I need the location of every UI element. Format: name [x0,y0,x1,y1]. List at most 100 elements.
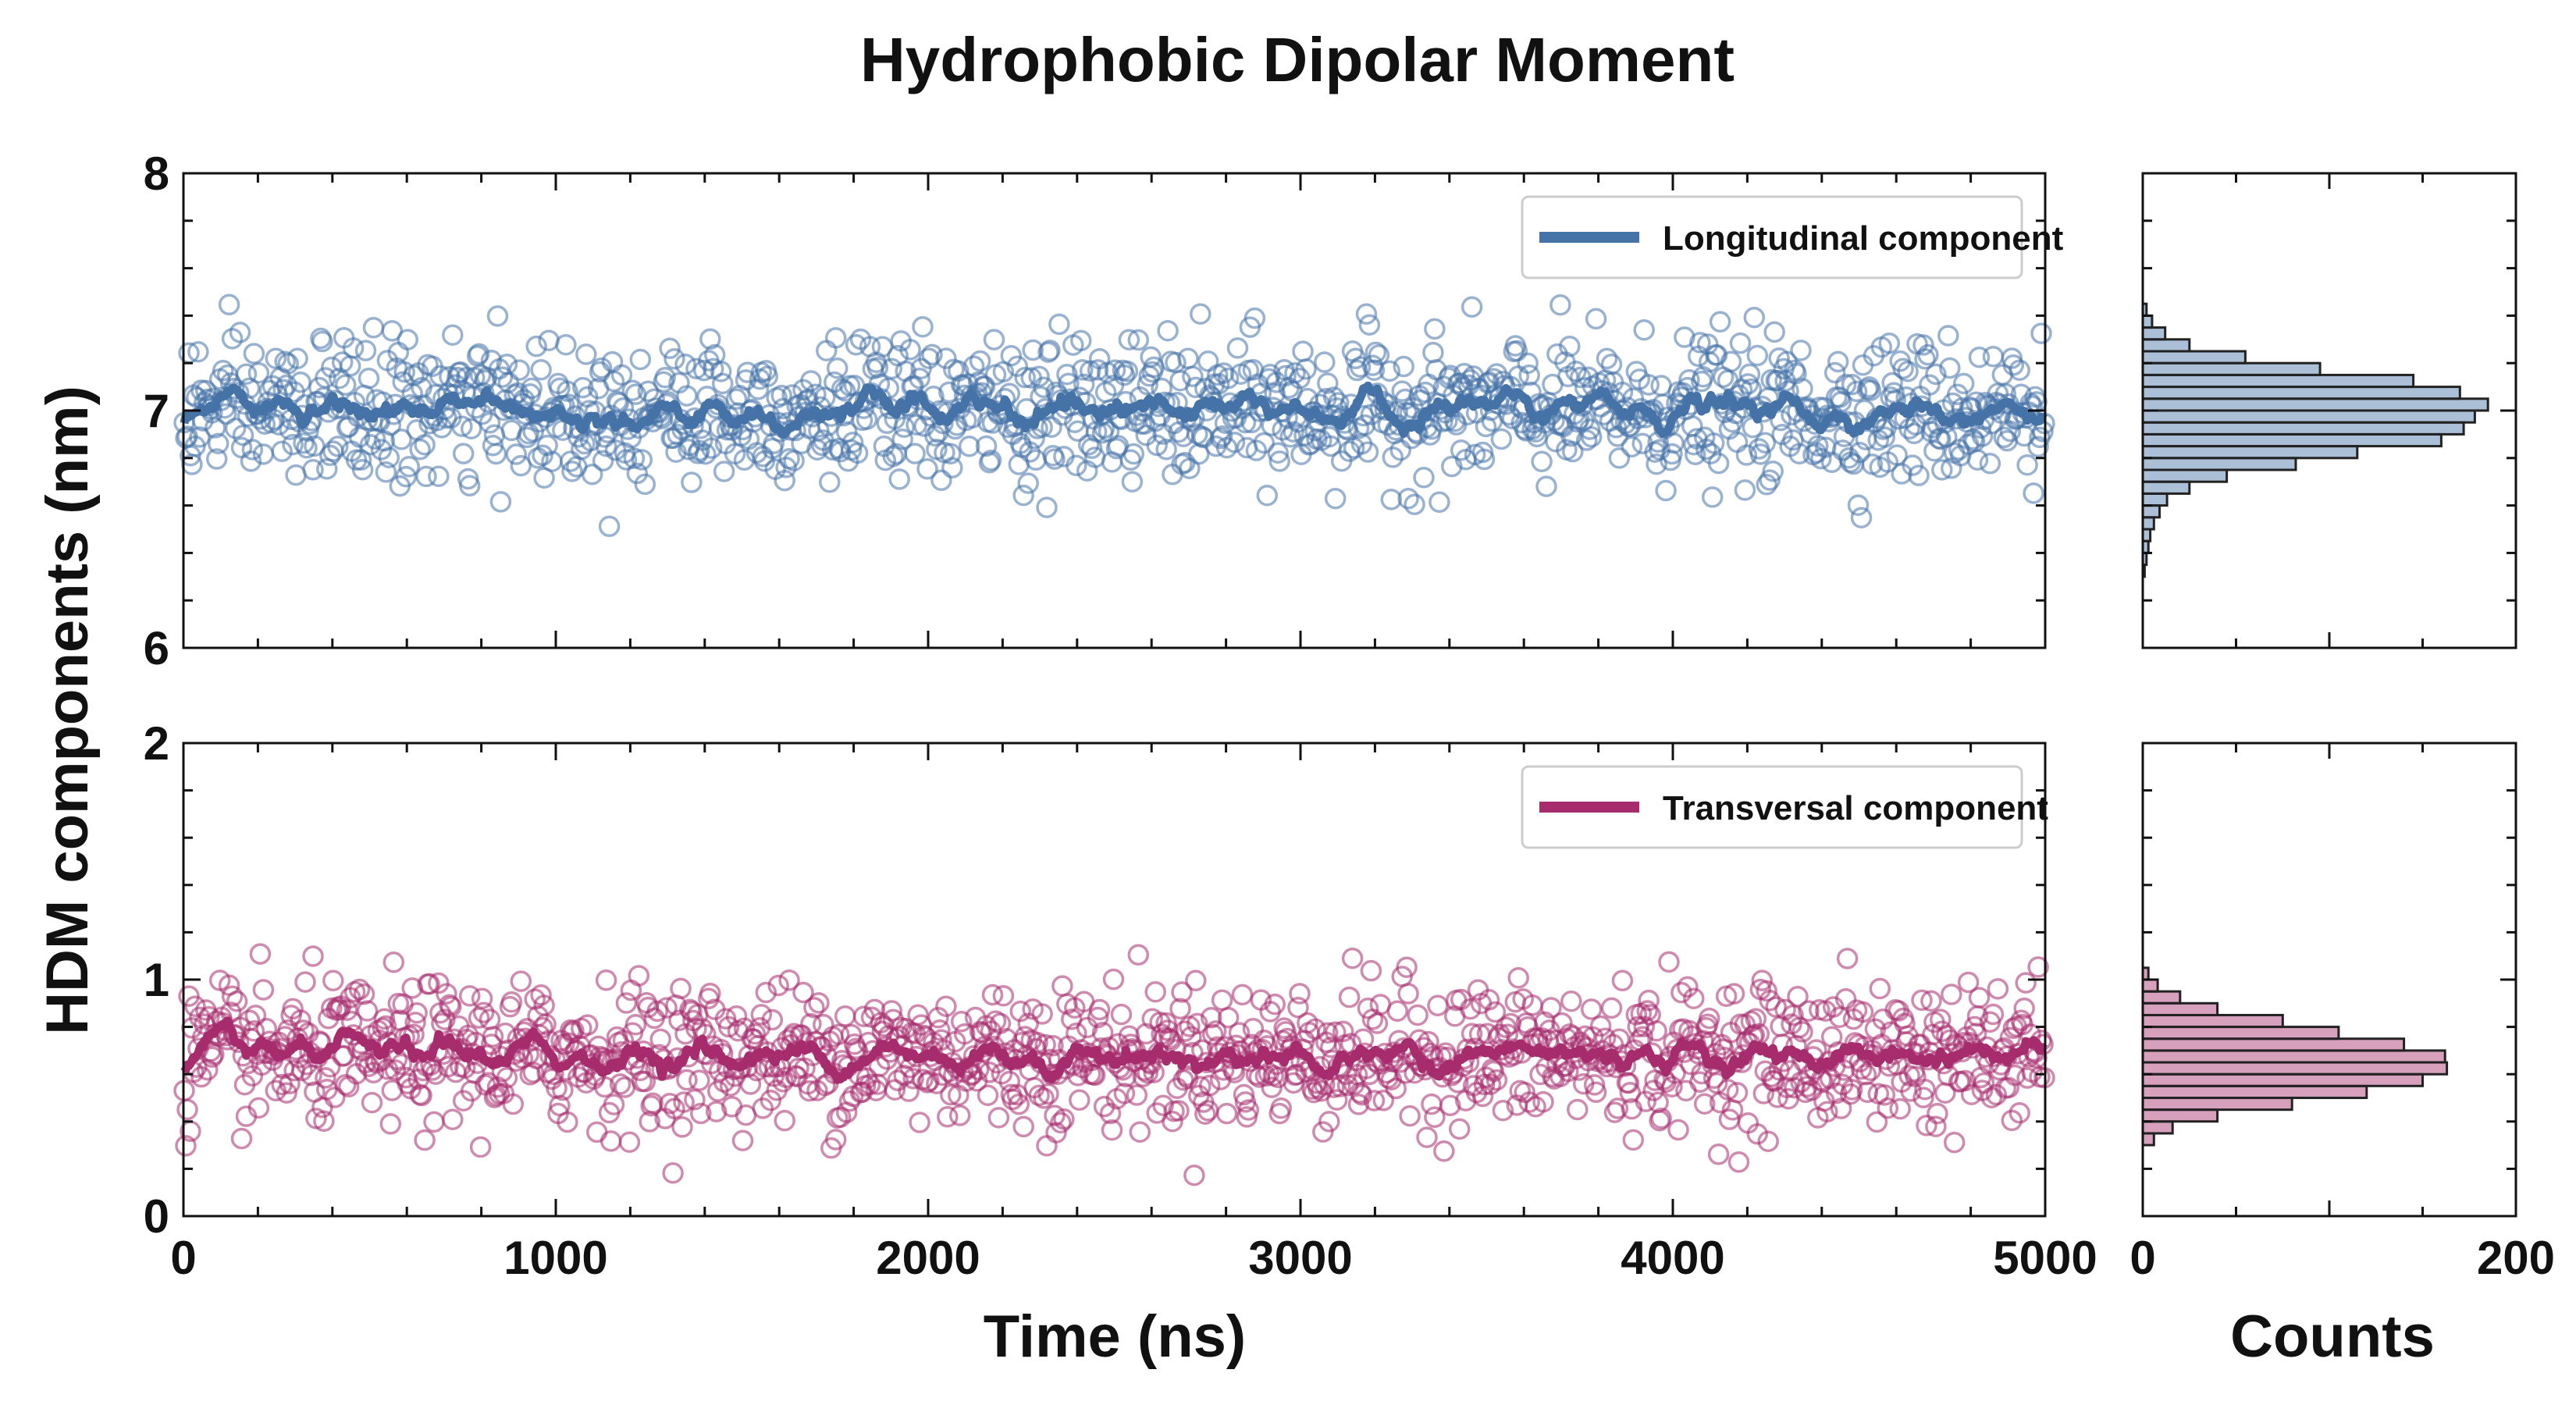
data-point [1157,1019,1179,1041]
x-tick-label: 3000 [1248,1232,1352,1284]
data-point [1703,432,1725,454]
data-point [279,1072,301,1095]
data-point [1244,307,1266,329]
data-point [1606,1097,1629,1119]
data-point [274,350,296,372]
data-point [1422,341,1444,364]
data-point [921,343,943,366]
data-point [1923,439,1945,462]
data-point [316,458,338,480]
data-point [1317,372,1339,394]
longitudinal-scatter-panel: 6 7 8 Longitudinal component [144,148,2064,674]
data-point [378,446,400,468]
data-point [1041,416,1062,438]
data-point [1212,362,1235,384]
data-point [2002,354,2025,376]
data-point [522,1062,544,1083]
data-point [930,469,952,492]
data-point [1427,994,1449,1017]
data-point [390,1053,412,1076]
data-point [1201,1023,1224,1046]
data-point [1217,1006,1240,1029]
data-point [1155,439,1177,461]
data-point [390,429,412,450]
data-point [592,450,614,472]
data-point [1482,368,1505,389]
data-point [1102,968,1125,991]
data-point [327,436,349,457]
data-point [1318,1111,1340,1133]
data-point [1763,321,1785,343]
data-point [841,431,864,454]
data-point [1050,1112,1072,1134]
data-point [688,1069,710,1091]
data-point [1157,319,1179,342]
longitudinal-scatter-legend: Longitudinal component [1521,195,2064,279]
data-point [296,1054,318,1076]
data-point [846,442,869,464]
data-point [1140,346,1162,368]
data-point [1927,1102,1948,1125]
data-point [1982,345,2005,368]
data-point [713,461,735,482]
data-point [311,330,333,353]
data-point [1834,988,1857,1010]
data-point [1127,329,1150,351]
data-point [356,1000,379,1022]
data-point [1226,337,1249,359]
data-point [1036,496,1058,518]
data-point [176,1098,198,1121]
data-point [348,426,371,448]
data-point [1039,340,1061,361]
data-point [1810,447,1832,470]
data-point [1492,1099,1514,1122]
y-tick-label: 0 [144,1190,169,1243]
data-point [1827,350,1849,373]
data-point [1917,343,1939,366]
data-point [1912,334,1934,356]
data-point [496,1067,518,1089]
data-point [293,432,315,454]
data-point [1650,1107,1672,1129]
data-point [1661,443,1683,465]
data-point [1920,990,1942,1012]
data-point [1540,997,1562,1019]
data-point [1325,1089,1348,1111]
data-point [268,414,290,436]
data-point [302,945,324,967]
data-point [1575,429,1598,451]
data-point [699,983,721,1005]
histogram-bar [2141,1097,2293,1112]
histogram-bar [2141,1049,2446,1064]
data-point [1562,440,1584,463]
data-point [845,334,867,356]
data-point [1756,474,1777,496]
data-point [961,407,984,429]
data-point [1413,467,1435,489]
data-point [693,359,715,382]
data-point [1937,325,1959,347]
data-point [973,375,996,397]
data-point [1717,1079,1739,1101]
data-point [1473,448,1496,471]
data-point [1017,472,1039,494]
data-point [1144,980,1166,1003]
data-point [1237,1099,1260,1121]
data-point [902,1068,924,1090]
data-point [1424,1106,1446,1129]
data-point [1852,1001,1874,1023]
data-point [1459,998,1482,1020]
data-point [1044,1104,1066,1126]
data-point [1763,1070,1785,1092]
data-point [1903,422,1925,445]
data-point [1190,1076,1212,1097]
data-point [628,965,650,987]
data-point [1182,365,1204,387]
data-point [1788,1016,1810,1039]
data-point [221,985,244,1008]
data-point [1670,981,1692,1004]
data-point [235,363,258,385]
data-point [1162,1110,1183,1133]
data-point [510,970,532,992]
data-point [792,981,814,1004]
